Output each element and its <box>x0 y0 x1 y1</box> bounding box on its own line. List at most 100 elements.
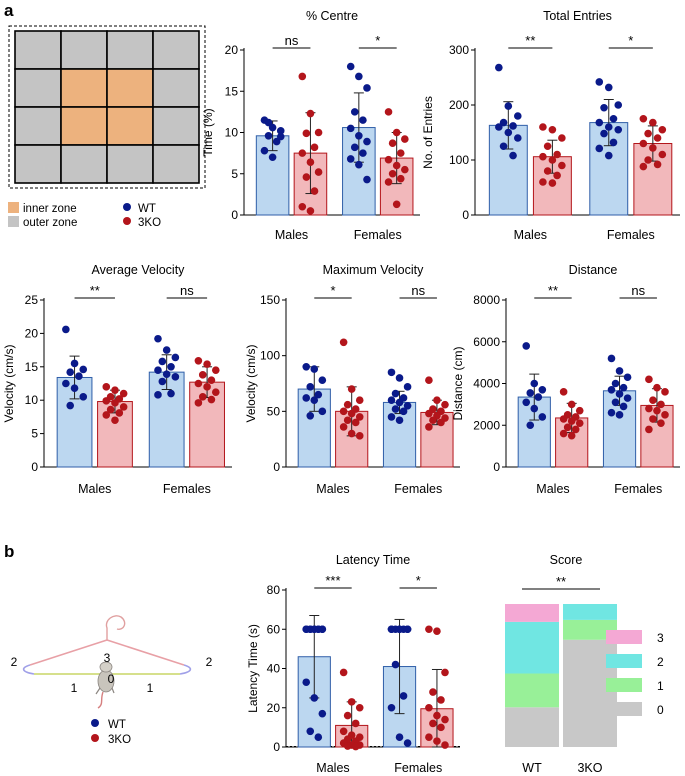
ko-data-point <box>649 144 657 152</box>
ko-data-point <box>539 178 547 186</box>
chart-title: Total Entries <box>543 9 612 23</box>
ko-data-point <box>310 143 319 152</box>
wt-data-point <box>534 393 543 401</box>
ko-data-point <box>392 200 401 209</box>
inner-zone-swatch <box>8 202 19 213</box>
wt-data-point <box>504 102 513 110</box>
outer-zone-cell <box>106 144 154 184</box>
wt-data-point <box>359 116 367 124</box>
hanger-left-arm <box>29 639 108 666</box>
score-segment-1 <box>563 619 617 640</box>
ko-data-point <box>298 72 307 81</box>
ko-data-point <box>102 383 111 391</box>
wt-data-point <box>615 411 624 419</box>
wt-data-point <box>346 62 355 71</box>
wt-data-point <box>260 146 269 155</box>
ko-data-point <box>559 388 568 396</box>
wt-data-point <box>167 363 175 371</box>
ko-data-point <box>384 108 393 116</box>
inner-zone-cell <box>106 106 154 146</box>
wt-data-point <box>355 132 363 140</box>
ko-data-point <box>392 161 401 170</box>
y-tick-label: 20 <box>267 701 281 715</box>
wt-data-point <box>355 160 363 169</box>
outer-zone-swatch <box>8 216 19 227</box>
wt-data-point <box>619 383 628 392</box>
hanger-score-left-inner: 1 <box>71 681 78 695</box>
wt-data-point <box>391 389 400 398</box>
ko-data-point <box>575 419 584 427</box>
ko-data-point <box>639 162 648 171</box>
wt-data-point <box>595 78 604 86</box>
y-tick-label: 60 <box>267 622 281 636</box>
significance-label: ** <box>548 283 558 298</box>
ko-data-point <box>392 128 401 137</box>
wt-data-point <box>387 625 396 634</box>
ko-data-point <box>198 393 207 401</box>
x-category-label: 3KO <box>577 761 602 775</box>
ko-data-point <box>639 139 648 148</box>
score-segment-2 <box>505 621 559 674</box>
wt-data-point <box>350 143 359 152</box>
x-category-label: Females <box>163 482 211 496</box>
ko-data-point <box>302 129 311 138</box>
y-axis-label: Distance (cm) <box>451 346 465 420</box>
y-tick-label: 10 <box>25 393 39 407</box>
ko-data-point <box>553 171 561 180</box>
wt-data-point <box>387 413 396 421</box>
y-tick-label: 6000 <box>473 335 500 349</box>
ko-data-point <box>298 202 307 211</box>
wt-data-point <box>538 385 547 394</box>
y-tick-label: 4000 <box>473 377 500 391</box>
significance-label: * <box>416 573 421 588</box>
ko-data-point <box>355 396 364 405</box>
ko-data-point <box>425 733 433 741</box>
ko-data-point <box>658 150 667 159</box>
ko-data-point <box>314 168 323 176</box>
ko-data-point <box>653 383 661 392</box>
significance-label: *** <box>325 573 340 588</box>
hanger-right-bend <box>179 664 192 675</box>
score-segment-2 <box>563 604 617 620</box>
ko-data-point <box>433 396 441 405</box>
score-segment-3 <box>505 604 559 622</box>
ko-data-point <box>441 715 449 724</box>
ko-legend-label: 3KO <box>108 734 131 746</box>
ko-data-point <box>194 356 203 365</box>
outer-zone-cell <box>14 30 62 70</box>
ko-data-point <box>198 371 207 379</box>
score-legend-label: 0 <box>657 703 664 717</box>
wt-data-point <box>154 334 162 343</box>
ko-data-point <box>396 149 405 157</box>
score-segment-1 <box>505 673 559 708</box>
outer-zone-cell <box>152 30 200 70</box>
zone-legend: inner zone outer zone <box>8 202 77 229</box>
panel-label-b: b <box>4 542 14 561</box>
hanger-right-arm <box>106 639 185 666</box>
ko-data-point <box>645 425 653 434</box>
ko-data-point <box>548 125 557 134</box>
chart-2: Average Velocity 0 5 10 15 20 25 Velocity (cm/s… <box>2 263 232 496</box>
ko-data-point <box>207 395 216 404</box>
wt-data-point <box>387 368 396 377</box>
outer-zone-cell <box>152 144 200 184</box>
wt-data-point <box>609 114 618 123</box>
ko-data-point <box>558 161 566 170</box>
y-tick-label: 2000 <box>473 418 500 432</box>
x-category-label: Females <box>354 228 402 242</box>
outer-zone-cell <box>60 30 108 70</box>
ko-data-point <box>306 109 315 118</box>
wt-data-point <box>363 137 371 146</box>
wt-data-point <box>513 134 522 142</box>
wt-data-point <box>399 407 408 416</box>
ko-data-point <box>441 668 449 677</box>
wt-data-point <box>395 733 404 741</box>
score-legend-label: 1 <box>657 679 664 693</box>
y-tick-label: 0 <box>462 208 469 222</box>
wt-data-point <box>79 393 88 401</box>
wt-data-point <box>306 727 315 736</box>
inner-zone-label: inner zone <box>23 203 77 215</box>
wt-data-point <box>171 373 180 381</box>
wt-data-point <box>66 368 75 376</box>
